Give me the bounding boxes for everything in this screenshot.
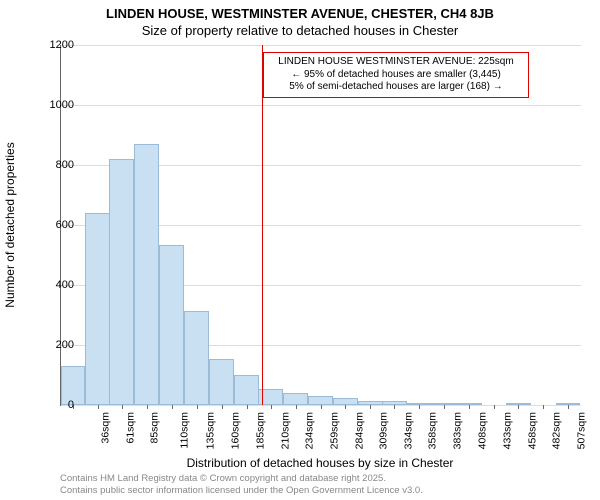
x-tick-mark bbox=[247, 405, 248, 409]
x-tick-label: 284sqm bbox=[353, 412, 365, 449]
footer-line2: Contains public sector information licen… bbox=[60, 485, 423, 496]
y-axis-label: Number of detached properties bbox=[3, 142, 17, 307]
x-tick-label: 61sqm bbox=[124, 412, 136, 444]
x-tick-label: 482sqm bbox=[550, 412, 562, 449]
x-tick-mark bbox=[568, 405, 569, 409]
annotation-line: 5% of semi-detached houses are larger (1… bbox=[269, 81, 523, 94]
chart-title-line2: Size of property relative to detached ho… bbox=[0, 23, 600, 38]
x-tick-mark bbox=[98, 405, 99, 409]
attribution-footer: Contains HM Land Registry data © Crown c… bbox=[60, 473, 423, 496]
annotation-line: LINDEN HOUSE WESTMINSTER AVENUE: 225sqm bbox=[269, 56, 523, 69]
x-tick-label: 458sqm bbox=[527, 412, 539, 449]
gridline bbox=[61, 105, 581, 106]
y-tick-label: 400 bbox=[34, 279, 74, 291]
x-tick-label: 309sqm bbox=[378, 412, 390, 449]
marker-line bbox=[262, 45, 263, 405]
annotation-box: LINDEN HOUSE WESTMINSTER AVENUE: 225sqm←… bbox=[263, 52, 529, 98]
x-tick-label: 185sqm bbox=[254, 412, 266, 449]
histogram-bar bbox=[109, 159, 134, 405]
x-tick-label: 210sqm bbox=[279, 412, 291, 449]
x-tick-mark bbox=[419, 405, 420, 409]
histogram-bar bbox=[234, 375, 259, 405]
x-tick-mark bbox=[543, 405, 544, 409]
x-tick-label: 383sqm bbox=[452, 412, 464, 449]
gridline bbox=[61, 45, 581, 46]
histogram-bar bbox=[184, 311, 209, 406]
x-tick-label: 358sqm bbox=[427, 412, 439, 449]
x-tick-label: 433sqm bbox=[502, 412, 514, 449]
x-tick-mark bbox=[444, 405, 445, 409]
x-tick-mark bbox=[222, 405, 223, 409]
x-tick-label: 408sqm bbox=[477, 412, 489, 449]
x-tick-label: 135sqm bbox=[204, 412, 216, 449]
x-tick-mark bbox=[172, 405, 173, 409]
footer-line1: Contains HM Land Registry data © Crown c… bbox=[60, 473, 423, 484]
histogram-bar bbox=[283, 393, 308, 405]
x-tick-mark bbox=[271, 405, 272, 409]
x-tick-label: 85sqm bbox=[148, 412, 160, 444]
x-tick-label: 160sqm bbox=[229, 412, 241, 449]
y-tick-label: 0 bbox=[34, 399, 74, 411]
x-tick-mark bbox=[494, 405, 495, 409]
x-tick-mark bbox=[518, 405, 519, 409]
annotation-line: ← 95% of detached houses are smaller (3,… bbox=[269, 69, 523, 82]
histogram-bar bbox=[209, 359, 234, 406]
x-tick-label: 507sqm bbox=[575, 412, 587, 449]
y-tick-label: 1000 bbox=[34, 99, 74, 111]
x-tick-mark bbox=[370, 405, 371, 409]
x-tick-mark bbox=[147, 405, 148, 409]
histogram-bar bbox=[159, 245, 184, 406]
histogram-bar bbox=[308, 396, 333, 405]
y-tick-label: 1200 bbox=[34, 39, 74, 51]
x-tick-label: 234sqm bbox=[303, 412, 315, 449]
x-tick-mark bbox=[122, 405, 123, 409]
x-tick-mark bbox=[469, 405, 470, 409]
x-tick-mark bbox=[394, 405, 395, 409]
y-tick-label: 600 bbox=[34, 219, 74, 231]
y-tick-label: 200 bbox=[34, 339, 74, 351]
x-tick-label: 110sqm bbox=[178, 412, 190, 449]
histogram-bar bbox=[333, 398, 358, 406]
chart-container: LINDEN HOUSE, WESTMINSTER AVENUE, CHESTE… bbox=[0, 0, 600, 500]
x-tick-mark bbox=[296, 405, 297, 409]
histogram-bar bbox=[134, 144, 159, 405]
chart-title-line1: LINDEN HOUSE, WESTMINSTER AVENUE, CHESTE… bbox=[0, 6, 600, 21]
x-tick-label: 334sqm bbox=[403, 412, 415, 449]
x-tick-mark bbox=[321, 405, 322, 409]
x-tick-mark bbox=[197, 405, 198, 409]
x-tick-label: 259sqm bbox=[328, 412, 340, 449]
plot-area: LINDEN HOUSE WESTMINSTER AVENUE: 225sqm←… bbox=[60, 45, 581, 406]
x-tick-mark bbox=[345, 405, 346, 409]
x-axis-label: Distribution of detached houses by size … bbox=[60, 456, 580, 470]
x-tick-label: 36sqm bbox=[99, 412, 111, 444]
histogram-bar bbox=[85, 213, 110, 405]
y-tick-label: 800 bbox=[34, 159, 74, 171]
